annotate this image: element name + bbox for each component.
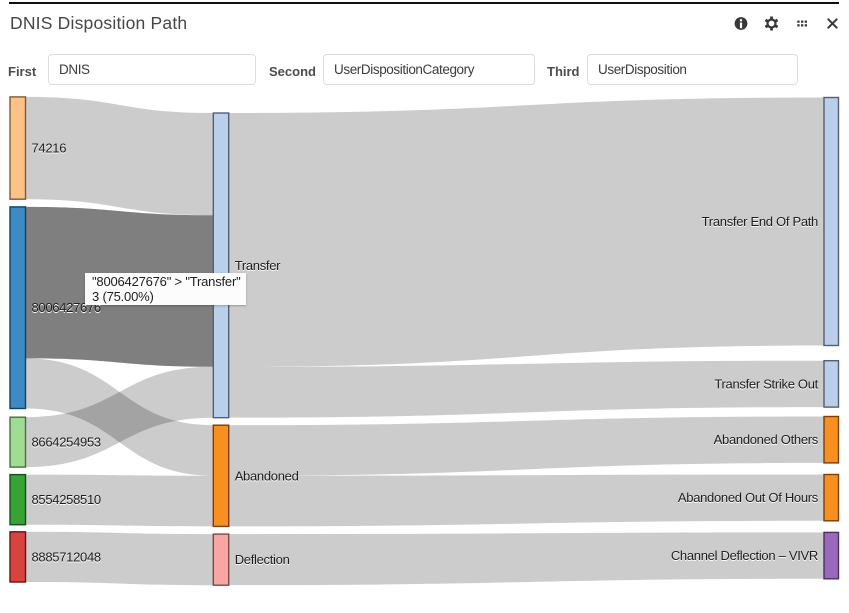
svg-text:8006427676: 8006427676	[32, 300, 101, 315]
svg-text:Abandoned: Abandoned	[235, 468, 299, 483]
svg-text:74216: 74216	[32, 141, 67, 156]
svg-text:Transfer Strike Out: Transfer Strike Out	[714, 376, 818, 391]
svg-text:Abandoned Others: Abandoned Others	[714, 432, 819, 447]
svg-text:Transfer: Transfer	[235, 258, 281, 273]
svg-text:8664254953: 8664254953	[32, 435, 101, 450]
svg-text:Transfer End Of Path: Transfer End Of Path	[702, 214, 818, 229]
svg-text:8554258510: 8554258510	[32, 492, 101, 507]
svg-text:Abandoned Out Of Hours: Abandoned Out Of Hours	[678, 490, 819, 505]
svg-text:8885712048: 8885712048	[32, 549, 101, 564]
svg-text:Channel Deflection – VIVR: Channel Deflection – VIVR	[671, 548, 818, 563]
svg-text:Deflection: Deflection	[235, 552, 290, 567]
